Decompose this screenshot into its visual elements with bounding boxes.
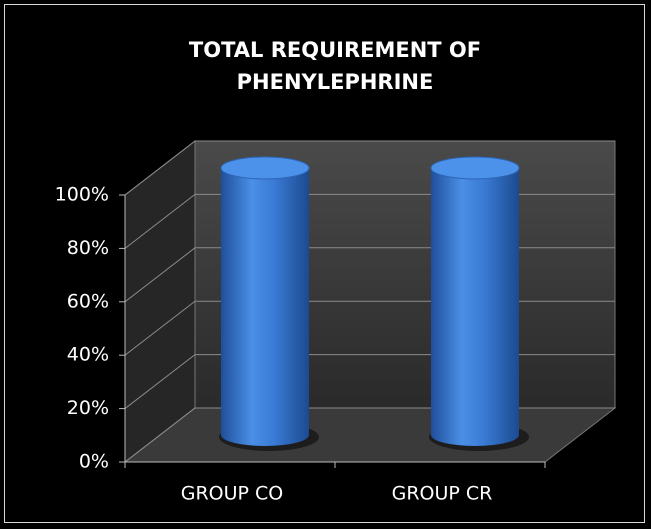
y-tick-label: 20% [67, 397, 109, 419]
x-tick-label: GROUP CR [392, 483, 493, 505]
bar-top [430, 156, 520, 180]
y-tick-label: 80% [67, 237, 109, 259]
y-tick-label: 60% [67, 290, 109, 312]
y-tick-label: 0% [79, 451, 109, 473]
x-tick-label: GROUP CO [181, 483, 284, 505]
y-tick-label: 40% [67, 344, 109, 366]
bar [221, 168, 309, 446]
floor [123, 407, 617, 463]
grid-line [124, 140, 615, 196]
y-tick-label: 100% [55, 184, 109, 206]
side-wall [124, 139, 196, 464]
chart-title: TOTAL REQUIREMENT OF PHENYLEPHRINE [188, 38, 482, 94]
bar-top [220, 156, 310, 180]
chart-border [4, 4, 645, 523]
bar [431, 168, 519, 446]
